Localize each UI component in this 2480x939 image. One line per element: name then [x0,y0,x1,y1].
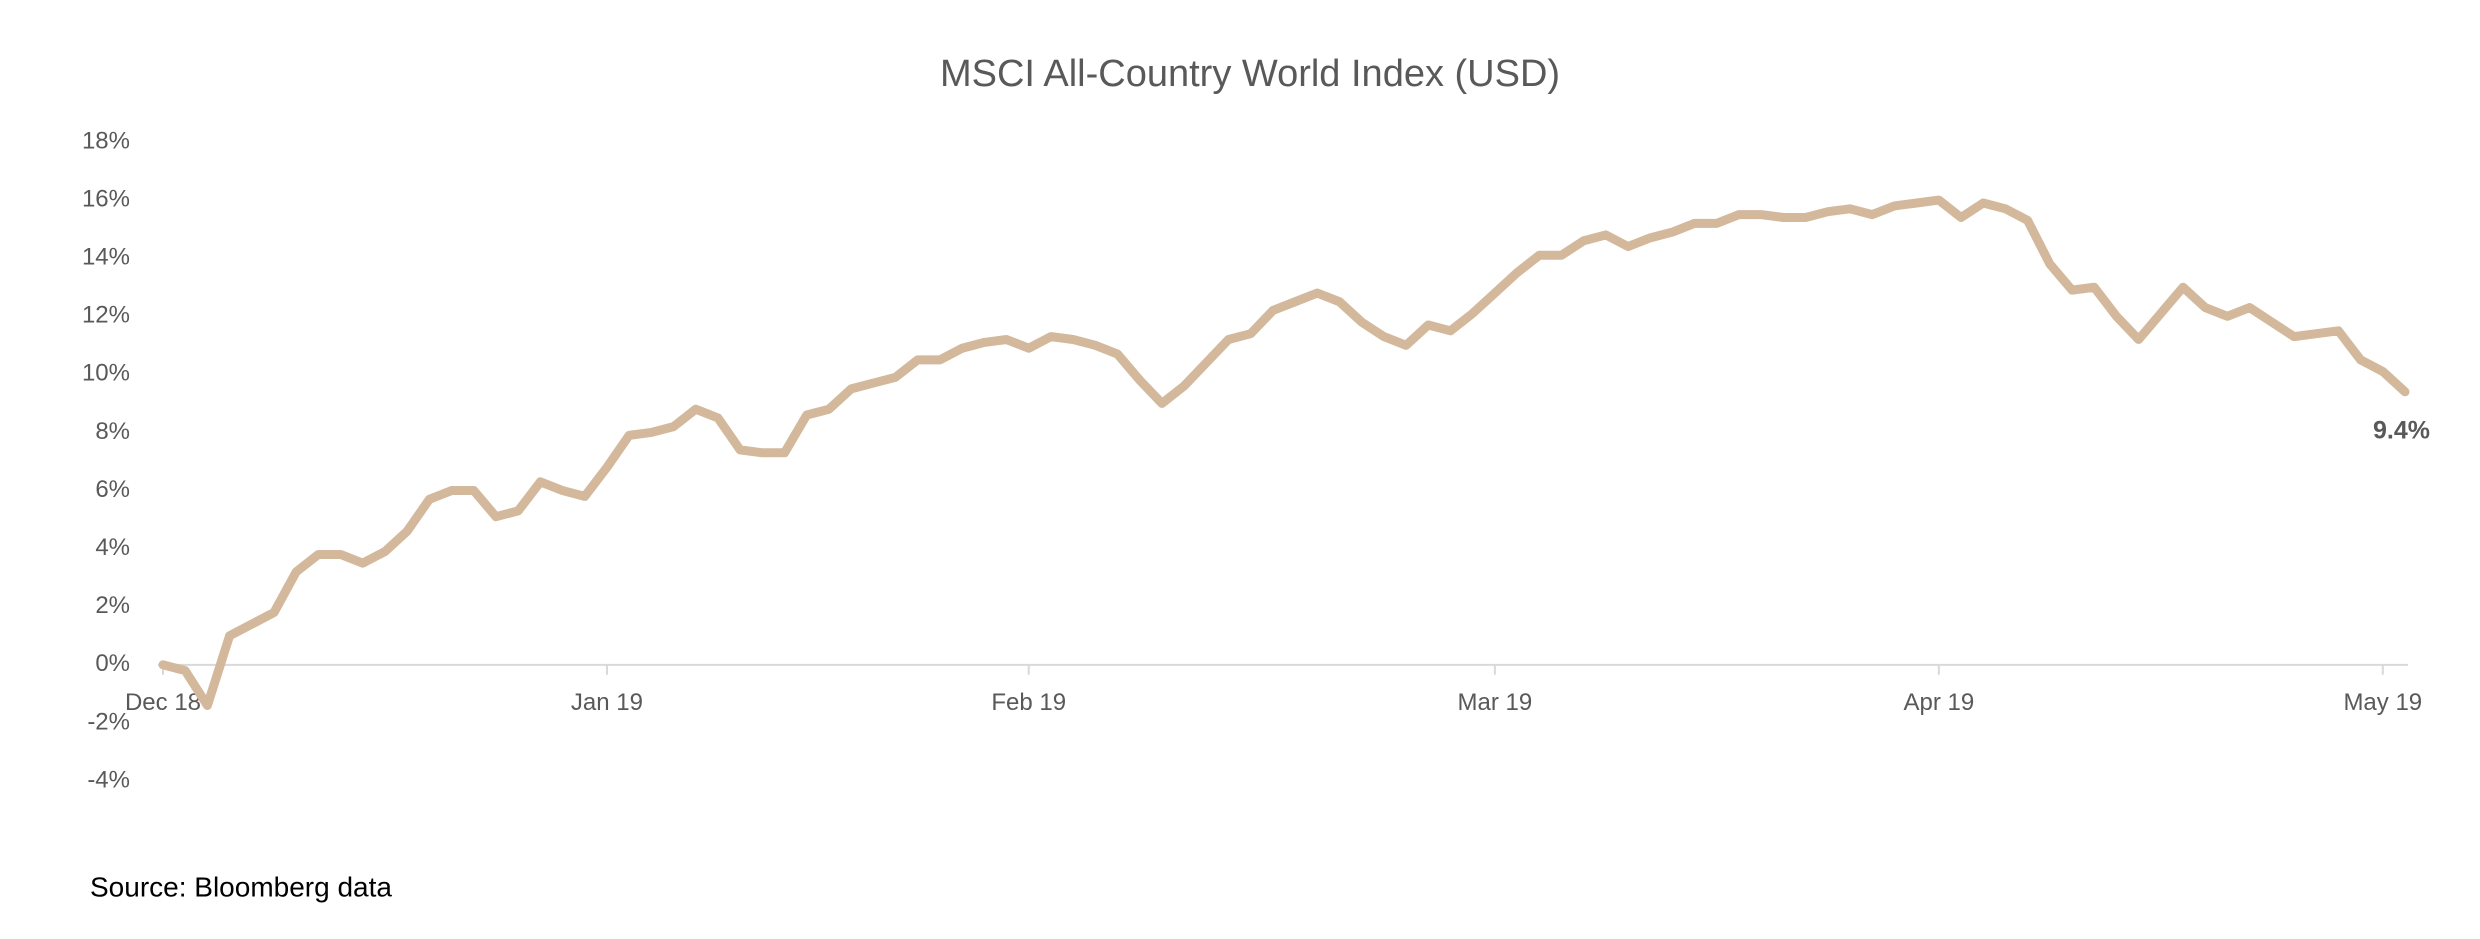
y-tick-label: 12% [82,302,130,329]
y-tick-label: 4% [95,534,130,561]
x-tick-label: Apr 19 [1903,689,1974,716]
y-tick-label: 16% [82,185,130,212]
y-tick-label: 18% [82,127,130,154]
line [158,195,2410,710]
y-tick-label: 2% [95,592,130,619]
y-tick-label: 0% [95,650,130,677]
x-tick-label: Jan 19 [571,689,643,716]
data-label: 9.4% [2373,416,2430,444]
y-tick-label: 8% [95,418,130,445]
x-tick-label: May 19 [2343,689,2422,716]
y-tick-label: -2% [87,708,130,735]
x-tick-label: Mar 19 [1458,689,1533,716]
x-tick-label: Feb 19 [991,689,1066,716]
chart-title: MSCI All-Country World Index (USD) [940,53,1560,95]
source-note: Source: Bloomberg data [90,871,392,902]
y-tick-label: 10% [82,360,130,387]
x-tick-label: Dec 18 [125,689,201,716]
y-tick-label: 14% [82,244,130,271]
y-tick-label: -4% [87,766,130,793]
y-tick-label: 6% [95,476,130,503]
